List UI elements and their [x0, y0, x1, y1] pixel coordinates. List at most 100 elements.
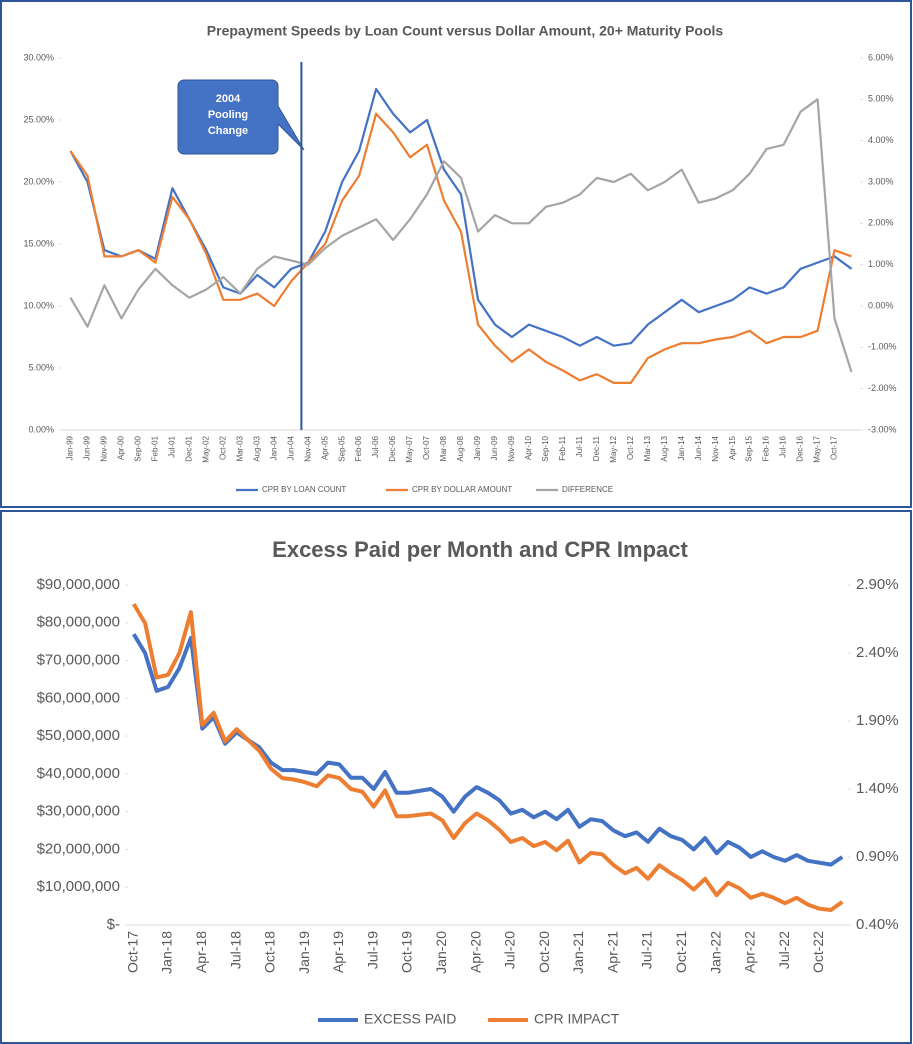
y-tick-label: $90,000,000: [37, 576, 120, 593]
x-tick-label: Apr-05: [320, 435, 329, 460]
top-panel: [0, 0, 912, 508]
y-tick-label: $50,000,000: [37, 727, 120, 744]
y2-tick-label: 2.90%: [856, 576, 899, 593]
x-tick-label: Apr-10: [524, 435, 533, 460]
y-tick-label: $60,000,000: [37, 689, 120, 706]
x-tick-label: Apr-15: [728, 435, 737, 460]
x-tick-label: Apr-18: [193, 931, 209, 973]
y2-tick-label: 6.00%: [868, 52, 894, 62]
y-tick-label: $-: [107, 916, 120, 933]
y-tick-label: 15.00%: [23, 238, 54, 248]
y2-tick-label: 3.00%: [868, 176, 894, 186]
x-tick-label: May-12: [609, 435, 618, 462]
x-tick-label: Jul-21: [639, 931, 655, 969]
annotation-callout: [177, 79, 305, 155]
x-tick-label: Mar-08: [439, 435, 448, 461]
x-tick-label: Jan-04: [269, 435, 278, 460]
x-tick-label: Jan-14: [677, 435, 686, 460]
x-tick-label: Sep-10: [541, 435, 550, 461]
x-tick-label: Oct-02: [218, 435, 227, 460]
x-tick-label: Nov-09: [507, 435, 516, 461]
y-tick-label: $70,000,000: [37, 652, 120, 669]
x-tick-label: Oct-17: [830, 435, 839, 460]
x-tick-label: Jan-99: [66, 435, 75, 460]
y2-tick-label: 0.90%: [856, 848, 899, 865]
annotation-text: Pooling: [208, 109, 248, 121]
y-tick-label: $40,000,000: [37, 765, 120, 782]
x-tick-label: Aug-13: [660, 435, 669, 461]
x-tick-label: Jul-16: [779, 435, 788, 457]
chart-title: Excess Paid per Month and CPR Impact: [272, 537, 688, 562]
x-tick-label: Jun-09: [490, 435, 499, 460]
x-tick-label: Feb-11: [558, 435, 567, 460]
x-tick-label: Jan-22: [707, 931, 723, 974]
x-tick-label: Sep-05: [337, 435, 346, 461]
x-tick-label: Oct-20: [536, 931, 552, 973]
series-line: [69, 98, 853, 373]
x-tick-label: May-17: [813, 435, 822, 462]
y2-tick-label: 5.00%: [868, 94, 894, 104]
x-tick-label: Feb-01: [150, 435, 159, 461]
x-tick-label: Jul-18: [227, 931, 243, 969]
y2-tick-label: 1.00%: [868, 259, 894, 269]
x-tick-label: Nov-99: [100, 435, 109, 461]
y2-tick-label: 2.40%: [856, 644, 899, 661]
x-tick-label: Jul-01: [167, 435, 176, 457]
y2-tick-label: 2.00%: [868, 218, 894, 228]
x-tick-label: Aug-08: [456, 435, 465, 461]
x-tick-label: May-02: [201, 435, 210, 462]
y-tick-label: 20.00%: [23, 176, 54, 186]
x-tick-label: Jul-22: [776, 931, 792, 969]
legend-label: CPR BY DOLLAR AMOUNT: [412, 485, 512, 494]
x-tick-label: Dec-16: [796, 435, 805, 461]
x-tick-label: Oct-17: [124, 931, 140, 973]
legend-label: DIFFERENCE: [562, 485, 613, 494]
legend-label: CPR IMPACT: [534, 1011, 620, 1027]
x-tick-label: Dec-01: [184, 435, 193, 461]
annotation-text: Change: [208, 125, 248, 137]
x-tick-label: Oct-21: [673, 931, 689, 973]
y-tick-label: 30.00%: [23, 52, 54, 62]
x-tick-label: Oct-19: [399, 931, 415, 973]
x-tick-label: Mar-13: [643, 435, 652, 461]
x-tick-label: Feb-06: [354, 435, 363, 461]
series-line: [69, 112, 852, 384]
x-tick-label: Nov-14: [711, 435, 720, 461]
x-tick-label: Jun-99: [83, 435, 92, 460]
x-tick-label: Jul-06: [371, 435, 380, 457]
annotation-text: 2004: [216, 93, 241, 105]
x-tick-label: Nov-04: [303, 435, 312, 461]
legend-label: CPR BY LOAN COUNT: [262, 485, 346, 494]
x-tick-label: Apr-21: [604, 931, 620, 973]
x-tick-label: Apr-22: [742, 931, 758, 973]
y2-tick-label: -2.00%: [868, 383, 897, 393]
y2-tick-label: 0.40%: [856, 916, 899, 933]
x-tick-label: Oct-22: [810, 931, 826, 973]
x-tick-label: Apr-19: [330, 931, 346, 973]
y-tick-label: 0.00%: [28, 424, 54, 434]
x-tick-label: Oct-18: [262, 931, 278, 973]
y-tick-label: $30,000,000: [37, 803, 120, 820]
x-tick-label: Mar-03: [235, 435, 244, 461]
x-tick-label: Sep-15: [745, 435, 754, 461]
x-tick-label: Apr-20: [467, 931, 483, 973]
x-tick-label: Jun-04: [286, 435, 295, 460]
x-tick-label: Dec-06: [388, 435, 397, 461]
y2-tick-label: 0.00%: [868, 300, 894, 310]
x-tick-label: Jan-21: [570, 931, 586, 974]
y-tick-label: 25.00%: [23, 114, 54, 124]
x-tick-label: Jan-18: [159, 931, 175, 974]
x-tick-label: Jun-14: [694, 435, 703, 460]
x-tick-label: Aug-03: [252, 435, 261, 461]
chart-bottom: Excess Paid per Month and CPR Impact $- $…: [37, 537, 899, 1027]
x-tick-label: Sep-00: [134, 435, 143, 461]
x-tick-label: Jan-19: [296, 931, 312, 974]
x-tick-label: Jan-20: [433, 931, 449, 974]
x-tick-label: Oct-07: [422, 435, 431, 460]
y-tick-label: 10.00%: [23, 300, 54, 310]
x-tick-label: Jul-20: [502, 931, 518, 969]
x-tick-label: Dec-11: [592, 435, 601, 461]
legend-label: EXCESS PAID: [364, 1011, 456, 1027]
x-tick-label: Jul-11: [575, 435, 584, 457]
